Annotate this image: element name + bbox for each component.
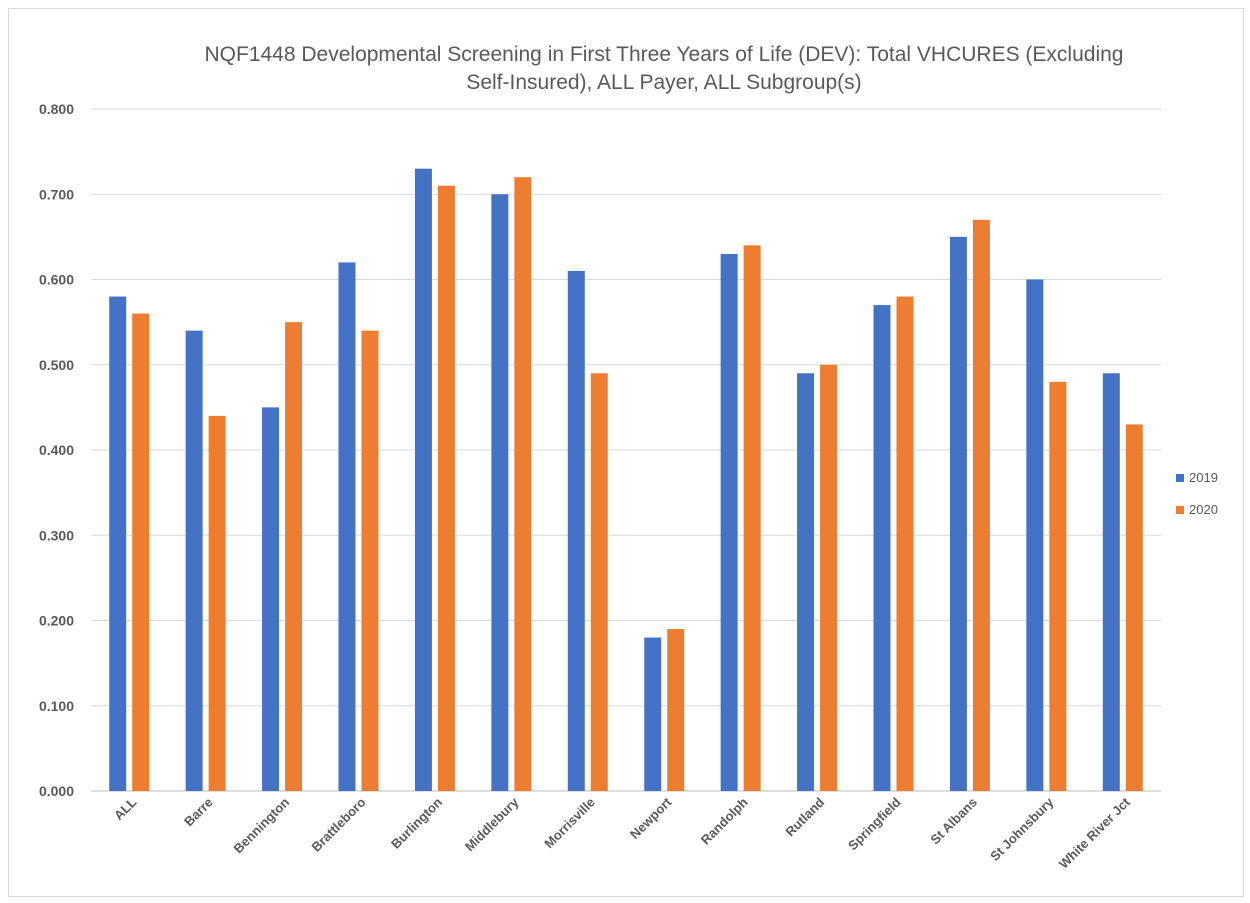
bar-2019 (1026, 279, 1044, 791)
bar-2019 (873, 305, 891, 791)
x-tick-label: Rutland (782, 794, 827, 839)
y-tick-label: 0.300 (39, 527, 74, 543)
legend-label: 2020 (1189, 502, 1218, 517)
y-tick-label: 0.500 (39, 357, 74, 373)
x-tick-label: Bennington (231, 794, 293, 856)
x-tick-label: ALL (111, 794, 140, 823)
x-tick-label: Morrisville (541, 795, 598, 852)
legend-swatch (1176, 474, 1184, 482)
bar-2020 (285, 322, 303, 791)
bar-2019 (185, 330, 203, 791)
bar-2019 (491, 194, 509, 791)
bar-2020 (667, 629, 685, 791)
bar-2020 (972, 219, 990, 791)
bar-2020 (896, 296, 914, 791)
chart-title: NQF1448 Developmental Screening in First… (205, 43, 1124, 94)
bar-2020 (361, 330, 379, 791)
x-axis-ticks: ALL Barre Bennington Brattleboro Burlington M… (111, 794, 1134, 872)
y-tick-label: 0.000 (39, 783, 74, 799)
x-tick-label: St Johnsbury (987, 794, 1057, 864)
legend-swatch (1176, 506, 1184, 514)
bars (109, 168, 1143, 792)
x-tick-label: White River Jct (1056, 794, 1133, 871)
x-tick-label: Randolph (698, 794, 751, 847)
legend-label: 2019 (1189, 470, 1218, 485)
bar-2020 (514, 177, 532, 791)
bar-2020 (743, 245, 761, 791)
bar-2020 (590, 373, 608, 791)
gridlines (91, 108, 1161, 792)
bar-2020 (437, 185, 455, 792)
bar-2020 (1049, 381, 1067, 791)
chart-title-line-2: Self-Insured), ALL Payer, ALL Subgroup(s… (466, 71, 861, 94)
y-tick-label: 0.200 (39, 613, 74, 629)
y-tick-label: 0.400 (39, 442, 74, 458)
y-tick-label: 0.700 (39, 186, 74, 202)
bar-2019 (414, 168, 432, 792)
y-tick-label: 0.800 (39, 101, 74, 117)
x-tick-label: Springfield (845, 794, 904, 853)
bar-2020 (820, 364, 838, 791)
x-tick-label: Middlebury (462, 794, 522, 854)
x-tick-label: Barre (181, 795, 216, 830)
chart-frame: NQF1448 Developmental Screening in First… (8, 8, 1244, 897)
chart-title-line-1: NQF1448 Developmental Screening in First… (205, 43, 1124, 66)
x-tick-label: Brattleboro (308, 794, 368, 854)
bar-2019 (949, 236, 967, 791)
bar-2019 (797, 373, 815, 791)
bar-2019 (567, 270, 585, 792)
bar-chart: NQF1448 Developmental Screening in First… (39, 43, 1218, 872)
bar-2019 (644, 637, 662, 791)
bar-2020 (1125, 424, 1143, 791)
y-tick-label: 0.600 (39, 272, 74, 288)
y-tick-label: 0.100 (39, 698, 74, 714)
bar-2019 (109, 296, 127, 791)
bar-2019 (1102, 373, 1120, 791)
bar-2019 (720, 253, 738, 792)
x-tick-label: Newport (627, 794, 675, 842)
legend: 2019 2020 (1176, 470, 1218, 517)
bar-2019 (338, 262, 356, 791)
bar-2020 (132, 313, 150, 791)
x-tick-label: St Albans (927, 795, 980, 848)
x-tick-label: Burlington (388, 794, 445, 851)
bar-2019 (262, 407, 280, 791)
bar-2020 (208, 415, 226, 791)
y-axis-ticks: 0.000 0.100 0.200 0.300 0.400 0.500 0.600 0.700… (39, 101, 74, 799)
